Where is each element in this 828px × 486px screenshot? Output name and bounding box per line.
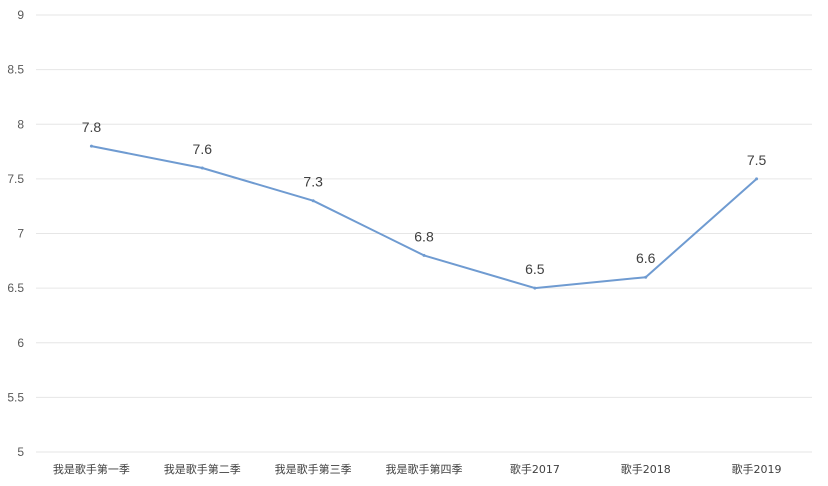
data-label: 7.8 xyxy=(82,119,102,135)
y-axis-ticks: 5 5.5 6 6.5 7 7.5 8 8.5 9 xyxy=(7,8,24,459)
data-point xyxy=(644,275,648,279)
x-tick-label: 歌手2019 xyxy=(732,462,782,476)
data-labels: 7.8 7.6 7.3 6.8 6.5 6.6 7.5 xyxy=(82,119,767,277)
data-label: 7.5 xyxy=(747,152,767,168)
data-label: 6.6 xyxy=(636,250,656,266)
x-tick-label: 我是歌手第二季 xyxy=(164,462,241,476)
x-tick-label: 歌手2017 xyxy=(510,462,560,476)
gridlines xyxy=(36,14,812,453)
data-label: 6.5 xyxy=(525,261,545,277)
data-point xyxy=(422,253,426,257)
y-tick-label: 5 xyxy=(17,445,24,459)
series-layer xyxy=(89,144,759,290)
data-point xyxy=(533,286,537,290)
data-point xyxy=(755,177,759,181)
x-tick-label: 歌手2018 xyxy=(621,462,671,476)
x-tick-label: 我是歌手第三季 xyxy=(275,462,352,476)
x-tick-label: 我是歌手第一季 xyxy=(53,462,130,476)
data-label: 7.3 xyxy=(303,174,323,190)
x-tick-label: 我是歌手第四季 xyxy=(386,462,463,476)
data-label: 7.6 xyxy=(193,141,213,157)
x-axis-ticks: 我是歌手第一季 我是歌手第二季 我是歌手第三季 我是歌手第四季 歌手2017 歌手2018… xyxy=(53,462,782,476)
data-label: 6.8 xyxy=(414,228,434,244)
y-tick-label: 8 xyxy=(17,117,24,131)
y-tick-label: 6 xyxy=(17,336,24,350)
data-point xyxy=(200,166,204,170)
y-tick-label: 7 xyxy=(17,227,24,241)
y-tick-label: 9 xyxy=(17,8,24,22)
series-line xyxy=(90,145,758,290)
y-tick-label: 6.5 xyxy=(7,281,24,295)
data-point xyxy=(311,199,315,203)
data-point xyxy=(89,144,93,148)
y-tick-label: 5.5 xyxy=(7,390,24,404)
y-tick-label: 8.5 xyxy=(7,63,24,77)
y-tick-label: 7.5 xyxy=(7,172,24,186)
